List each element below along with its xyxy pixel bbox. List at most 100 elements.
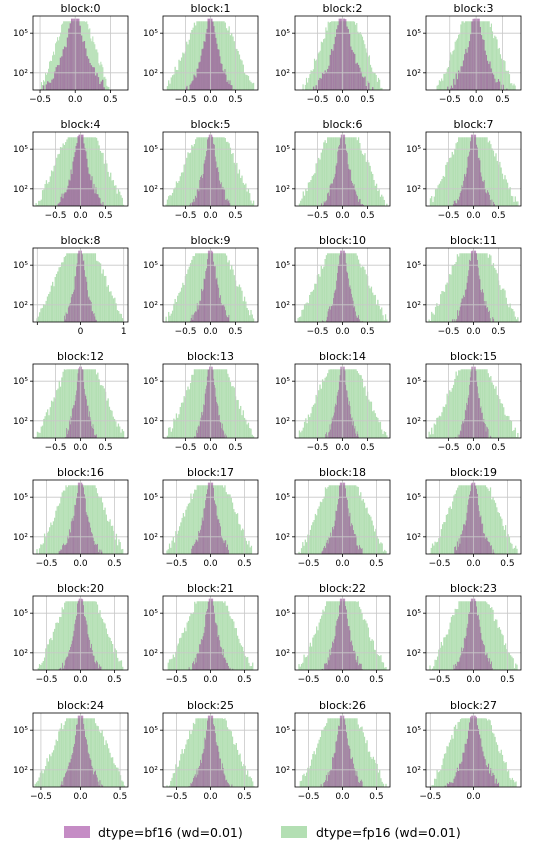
fp16-bar — [237, 51, 239, 90]
bf16-bar — [335, 625, 337, 670]
fp16-bar — [90, 137, 93, 206]
bf16-bar — [79, 134, 81, 206]
fp16-bar — [312, 522, 314, 554]
fp16-bar — [59, 728, 61, 787]
bf16-bar — [65, 192, 67, 206]
bf16-bar — [478, 511, 480, 554]
fp16-bar — [317, 630, 319, 670]
fp16-bar — [450, 616, 453, 670]
fp16-bar — [442, 758, 444, 787]
fp16-bar — [175, 531, 177, 554]
bf16-bar — [220, 422, 222, 438]
panel-title: block:20 — [57, 582, 104, 595]
bf16-bar — [474, 598, 476, 670]
bf16-bar — [351, 417, 353, 438]
bf16-bar — [92, 537, 94, 554]
fp16-bar — [436, 417, 438, 438]
bf16-bar — [360, 320, 362, 322]
fp16-bar — [176, 534, 178, 554]
fp16-bar — [514, 316, 516, 322]
bf16-bar — [350, 758, 352, 787]
bf16-bar — [94, 770, 96, 787]
bf16-bar — [208, 598, 210, 670]
fp16-bar — [118, 771, 120, 787]
bf16-bar — [227, 201, 229, 206]
fp16-bar — [362, 732, 364, 787]
fp16-bar — [508, 770, 510, 787]
bf16-bar — [350, 46, 352, 90]
plot-area — [33, 16, 128, 90]
fp16-bar — [65, 601, 67, 670]
bf16-bar — [70, 758, 72, 787]
fp16-bar — [463, 137, 465, 206]
fp16-bar — [113, 763, 115, 787]
bf16-bar — [484, 423, 485, 438]
fp16-bar — [356, 22, 358, 90]
fp16-bar — [359, 263, 361, 322]
fp16-bar — [309, 182, 311, 206]
fp16-bar — [354, 253, 356, 322]
fp16-bar — [446, 393, 448, 438]
fp16-bar — [42, 661, 44, 670]
fp16-bar — [442, 80, 444, 90]
bf16-bar — [86, 744, 88, 787]
bf16-bar — [349, 748, 351, 787]
fp16-bar — [173, 74, 175, 90]
fp16-bar — [503, 529, 505, 554]
bf16-bar — [210, 715, 212, 787]
bf16-bar — [207, 18, 209, 90]
bf16-bar — [200, 300, 202, 322]
bf16-bar — [354, 426, 356, 438]
fp16-bar — [220, 718, 222, 787]
fp16-bar — [238, 54, 241, 90]
fp16-bar — [97, 261, 99, 322]
bf16-bar — [452, 319, 453, 322]
fp16-bar — [194, 724, 196, 787]
bf16-bar — [203, 278, 205, 322]
fp16-bar — [41, 190, 44, 206]
bf16-bar — [494, 78, 496, 90]
fp16-bar — [249, 428, 251, 438]
bf16-bar — [197, 774, 199, 787]
fp16-bar — [494, 388, 496, 438]
fp16-bar — [458, 485, 460, 554]
fp16-bar — [375, 75, 377, 90]
fp16-bar — [304, 657, 306, 670]
bf16-bar — [327, 657, 329, 670]
bf16-bar — [465, 520, 467, 554]
fp16-bar — [228, 611, 230, 670]
fp16-bar — [495, 269, 497, 322]
bf16-bar — [466, 282, 468, 322]
fp16-bar — [251, 314, 253, 322]
fp16-bar — [110, 409, 112, 438]
bf16-bar — [83, 487, 84, 554]
fp16-bar — [71, 137, 73, 206]
bf16-bar — [486, 426, 488, 438]
fp16-bar — [170, 547, 172, 554]
bf16-bar — [77, 603, 78, 670]
fp16-bar — [112, 416, 114, 438]
plot-area — [295, 364, 390, 438]
fp16-bar — [513, 430, 515, 438]
bf16-bar — [81, 598, 83, 670]
bf16-bar — [468, 614, 470, 670]
fp16-bar — [236, 286, 238, 322]
fp16-bar — [41, 82, 43, 90]
fp16-bar — [317, 53, 319, 90]
y-tick-label: 10² — [406, 649, 421, 659]
fp16-bar — [307, 82, 309, 90]
fp16-bar — [325, 143, 328, 206]
bf16-bar — [460, 431, 462, 438]
bf16-bar — [359, 782, 360, 787]
bf16-bar — [469, 612, 471, 670]
fp16-bar — [67, 485, 70, 554]
fp16-bar — [113, 418, 116, 438]
fp16-bar — [229, 147, 232, 206]
bf16-bar — [349, 406, 351, 438]
fp16-bar — [488, 254, 491, 322]
fp16-bar — [364, 386, 366, 438]
bf16-bar — [64, 544, 66, 554]
fp16-bar — [91, 485, 94, 554]
